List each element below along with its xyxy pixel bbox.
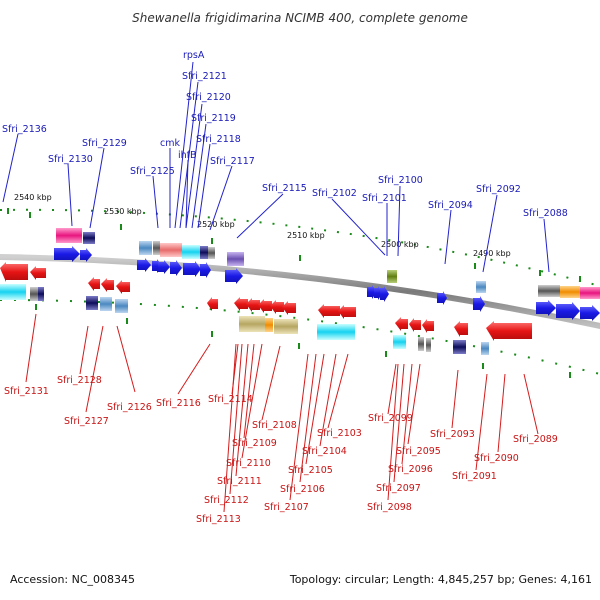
scale-label-2490: 2490 kbp xyxy=(473,249,511,258)
gene-label-sfri-2106[interactable]: Sfri_2106 xyxy=(280,484,325,495)
gene-label-rpsa[interactable]: rpsA xyxy=(183,50,205,61)
forward-gene-labels: rpsA Sfri_2121 Sfri_2120 Sfri_2119 Sfri_… xyxy=(2,50,568,219)
gene-label-sfri-2113[interactable]: Sfri_2113 xyxy=(196,514,241,525)
gene-label-sfri-2116[interactable]: Sfri_2116 xyxy=(156,398,201,409)
gene-label-sfri-2098[interactable]: Sfri_2098 xyxy=(367,502,412,513)
gene-label-sfri-2104[interactable]: Sfri_2104 xyxy=(302,446,347,457)
gene-label-sfri-2090[interactable]: Sfri_2090 xyxy=(474,453,519,464)
reverse-genes xyxy=(0,262,532,341)
gene-label-sfri-2126[interactable]: Sfri_2126 xyxy=(107,402,152,413)
gene-label-sfri-2095[interactable]: Sfri_2095 xyxy=(396,446,441,457)
gene-label-sfri-2129[interactable]: Sfri_2129 xyxy=(82,138,127,149)
inner-scale-ticks xyxy=(35,304,571,378)
outer-scale-track xyxy=(0,208,600,287)
gene-label-sfri-2128[interactable]: Sfri_2128 xyxy=(57,375,102,386)
gene-label-sfri-2103[interactable]: Sfri_2103 xyxy=(317,428,362,439)
gene-label-sfri-2102[interactable]: Sfri_2102 xyxy=(312,188,357,199)
gene-label-sfri-2091[interactable]: Sfri_2091 xyxy=(452,471,497,482)
inner-scale-track xyxy=(0,299,600,375)
gene-label-sfri-2093[interactable]: Sfri_2093 xyxy=(430,429,475,440)
gene-label-sfri-2125[interactable]: Sfri_2125 xyxy=(130,166,175,177)
scale-label-2500: 2500 kbp xyxy=(381,240,419,249)
gene-label-sfri-2117[interactable]: Sfri_2117 xyxy=(210,156,255,167)
gene-label-sfri-2096[interactable]: Sfri_2096 xyxy=(388,464,433,475)
topology-footer: Topology: circular; Length: 4,845,257 bp… xyxy=(289,573,592,586)
map-title: Shewanella frigidimarina NCIMB 400, comp… xyxy=(132,11,468,25)
scale-label-2520: 2520 kbp xyxy=(197,220,235,229)
gene-label-sfri-2121[interactable]: Sfri_2121 xyxy=(182,71,227,82)
scale-label-2510: 2510 kbp xyxy=(287,231,325,240)
reverse-gene-labels: Sfri_2131 Sfri_2128 Sfri_2127 Sfri_2126 … xyxy=(4,375,558,525)
gene-label-ihfb[interactable]: ihfB xyxy=(178,150,197,161)
gene-label-sfri-2118[interactable]: Sfri_2118 xyxy=(196,134,241,145)
accession-footer: Accession: NC_008345 xyxy=(10,573,136,586)
reverse-cog-boxes xyxy=(0,284,489,355)
forward-leader-lines xyxy=(2,61,550,273)
gene-label-sfri-2094[interactable]: Sfri_2094 xyxy=(428,200,473,211)
gene-label-sfri-2131[interactable]: Sfri_2131 xyxy=(4,386,49,397)
gene-label-sfri-2101[interactable]: Sfri_2101 xyxy=(362,193,407,204)
gene-label-sfri-2100[interactable]: Sfri_2100 xyxy=(378,175,423,186)
gene-label-sfri-2130[interactable]: Sfri_2130 xyxy=(48,154,93,165)
gene-label-sfri-2112[interactable]: Sfri_2112 xyxy=(204,495,249,506)
gene-label-sfri-2092[interactable]: Sfri_2092 xyxy=(476,184,521,195)
scale-label-2530: 2530 kbp xyxy=(104,207,142,216)
gene-label-sfri-2110[interactable]: Sfri_2110 xyxy=(226,458,271,469)
scale-label-2540: 2540 kbp xyxy=(14,193,52,202)
reverse-leader-lines xyxy=(25,313,539,513)
forward-genes xyxy=(54,246,600,321)
gene-label-sfri-2105[interactable]: Sfri_2105 xyxy=(288,465,333,476)
outer-scale-ticks xyxy=(7,208,581,282)
gene-label-sfri-2099[interactable]: Sfri_2099 xyxy=(368,413,413,424)
gene-label-sfri-2107[interactable]: Sfri_2107 xyxy=(264,502,309,513)
forward-cog-boxes xyxy=(56,228,600,299)
gene-label-sfri-2114[interactable]: Sfri_2114 xyxy=(208,394,253,405)
gene-label-sfri-2108[interactable]: Sfri_2108 xyxy=(252,420,297,431)
gene-label-sfri-2109[interactable]: Sfri_2109 xyxy=(232,438,277,449)
gene-label-sfri-2119[interactable]: Sfri_2119 xyxy=(191,113,236,124)
gene-label-sfri-2089[interactable]: Sfri_2089 xyxy=(513,434,558,445)
gene-label-sfri-2120[interactable]: Sfri_2120 xyxy=(186,92,231,103)
gene-label-sfri-2111[interactable]: Sfri_2111 xyxy=(217,476,262,487)
gene-label-sfri-2136[interactable]: Sfri_2136 xyxy=(2,124,47,135)
gene-label-sfri-2097[interactable]: Sfri_2097 xyxy=(376,483,421,494)
genome-backbone xyxy=(0,254,600,329)
gene-label-sfri-2088[interactable]: Sfri_2088 xyxy=(523,208,568,219)
gene-label-cmk[interactable]: cmk xyxy=(160,138,180,149)
gene-label-sfri-2115[interactable]: Sfri_2115 xyxy=(262,183,307,194)
gene-label-sfri-2127[interactable]: Sfri_2127 xyxy=(64,416,109,427)
